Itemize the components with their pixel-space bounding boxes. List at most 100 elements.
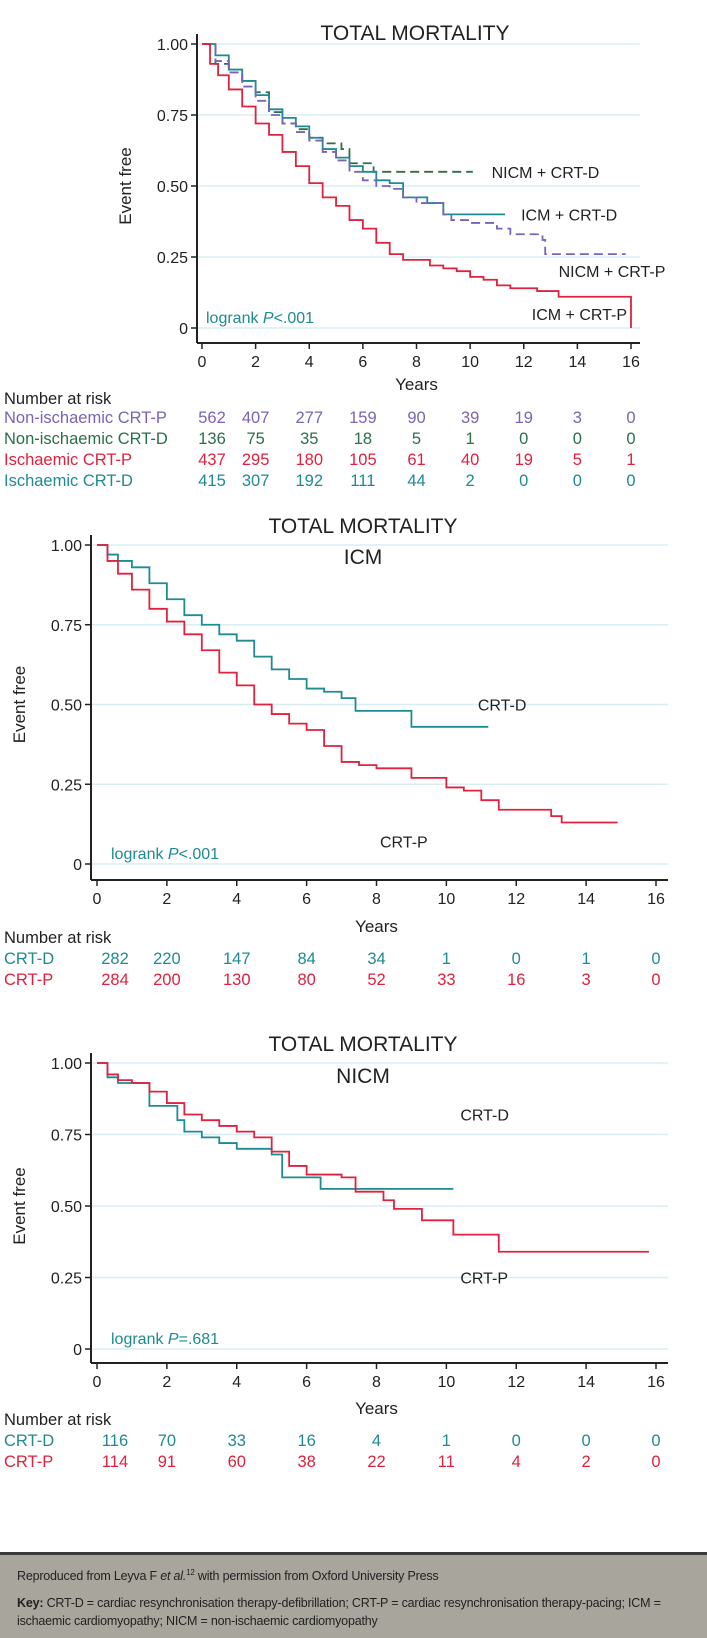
risk-value: 61 (407, 451, 425, 469)
chart-title: TOTAL MORTALITY (268, 515, 457, 538)
y-tick-label: 0 (73, 1342, 82, 1359)
source-suffix: with permission from Oxford University P… (194, 1569, 439, 1584)
y-tick-label: 0.75 (157, 108, 188, 125)
risk-value: 130 (223, 971, 251, 989)
y-tick-label: 0.50 (51, 1199, 82, 1216)
survival-curve-crt-p (97, 1062, 650, 1253)
risk-value: 18 (354, 430, 372, 448)
logrank-annotation: logrank P<.001 (111, 846, 219, 863)
risk-row-label: CRT-D (4, 1432, 54, 1450)
risk-value: 0 (651, 950, 660, 968)
logrank-prefix: logrank (111, 846, 168, 863)
chart-subtitle: ICM (344, 546, 383, 569)
risk-value: 0 (651, 971, 660, 989)
risk-value: 437 (198, 451, 226, 469)
risk-value: 52 (367, 971, 385, 989)
risk-value: 105 (349, 451, 377, 469)
curve-label: CRT-P (380, 835, 428, 852)
y-tick-label: 0.50 (157, 179, 188, 196)
x-tick-label: 8 (412, 354, 421, 371)
risk-value: 0 (512, 1432, 521, 1450)
risk-table-title: Number at risk (4, 929, 112, 947)
y-tick-label: 0.75 (51, 618, 82, 635)
y-tick-label: 0.75 (51, 1128, 82, 1145)
curve-label: ICM + CRT-P (532, 307, 627, 324)
chart-title: TOTAL MORTALITY (320, 22, 509, 45)
y-tick-label: 0.25 (51, 777, 82, 794)
risk-value: 4 (372, 1432, 381, 1450)
risk-value: 35 (300, 430, 318, 448)
risk-value: 136 (198, 430, 226, 448)
risk-value: 11 (438, 1453, 455, 1471)
risk-value: 16 (297, 1432, 315, 1450)
x-tick-label: 10 (461, 354, 479, 371)
risk-value: 5 (412, 430, 421, 448)
x-tick-label: 0 (198, 354, 207, 371)
x-tick-label: 16 (622, 354, 640, 371)
figure-canvas: 00.250.500.751.000 2 4 6 8 10 12 14 16YearsEvent… (4, 22, 668, 1471)
survival-curve-crt-d (97, 544, 489, 728)
risk-value: 295 (242, 451, 270, 469)
risk-value: 0 (573, 430, 582, 448)
x-tick-label: 6 (302, 1374, 311, 1391)
risk-value: 4 (512, 1453, 521, 1471)
x-axis-label: Years (395, 375, 438, 394)
logrank-p: P (168, 846, 179, 863)
risk-value: 0 (626, 472, 635, 490)
risk-value: 0 (651, 1453, 660, 1471)
x-tick-label: 10 (437, 1374, 455, 1391)
x-tick-label: 2 (251, 354, 260, 371)
x-tick-label: 8 (372, 1374, 381, 1391)
risk-value: 192 (295, 472, 323, 490)
key-note: Key: CRT-D = cardiac resynchronisation t… (17, 1594, 697, 1630)
x-tick-label: 6 (358, 354, 367, 371)
logrank-annotation: logrank P<.001 (206, 310, 314, 327)
risk-value: 2 (466, 472, 475, 490)
risk-value: 2 (582, 1453, 591, 1471)
x-tick-label: 0 (93, 891, 102, 908)
y-axis-label: Event free (116, 147, 135, 225)
risk-row-label: Non-ischaemic CRT-D (4, 430, 168, 448)
x-axis-label: Years (355, 1399, 398, 1418)
x-tick-label: 14 (568, 354, 586, 371)
risk-value: 200 (153, 971, 181, 989)
risk-value: 1 (442, 1432, 451, 1450)
curve-label: CRT-P (460, 1271, 508, 1288)
survival-curve-icm-crt-p (202, 43, 632, 328)
curve-label: ICM + CRT-D (521, 207, 617, 224)
x-tick-label: 12 (507, 891, 525, 908)
y-tick-label: 0 (73, 857, 82, 874)
curve-label: CRT-D (478, 698, 527, 715)
km-chart-2: 00.250.500.751.000 2 4 6 8 10 12 14 16YearsEvent… (4, 515, 668, 989)
risk-row-label: CRT-D (4, 950, 54, 968)
logrank-value: <.001 (179, 846, 220, 863)
risk-value: 19 (515, 409, 533, 427)
x-tick-label: 2 (162, 891, 171, 908)
source-note: Reproduced from Leyva F et al.12 with pe… (17, 1568, 439, 1584)
x-tick-label: 16 (647, 1374, 665, 1391)
risk-table: Number at risk CRT-D 116 70 33 16 4 1 0 0 0 CRT-P 11… (4, 1411, 661, 1471)
risk-value: 34 (367, 950, 385, 968)
y-axis-label: Event free (10, 1167, 29, 1245)
risk-value: 40 (461, 451, 479, 469)
risk-value: 70 (158, 1432, 176, 1450)
risk-value: 44 (407, 472, 425, 490)
x-tick-label: 4 (232, 1374, 241, 1391)
risk-value: 22 (367, 1453, 385, 1471)
chart-subtitle: NICM (336, 1065, 390, 1088)
x-tick-label: 0 (93, 1374, 102, 1391)
risk-value: 284 (101, 971, 129, 989)
risk-value: 282 (101, 950, 129, 968)
y-tick-label: 1.00 (51, 538, 82, 555)
x-tick-label: 6 (302, 891, 311, 908)
key-label: Key: (17, 1596, 44, 1610)
risk-value: 33 (437, 971, 455, 989)
risk-value: 38 (297, 1453, 315, 1471)
x-tick-label: 12 (515, 354, 533, 371)
risk-value: 111 (350, 472, 375, 490)
x-tick-label: 10 (437, 891, 455, 908)
survival-curve-crt-p (97, 544, 618, 824)
figure-footer: Reproduced from Leyva F et al.12 with pe… (0, 1552, 707, 1638)
logrank-p: P (168, 1331, 179, 1348)
y-tick-label: 0.25 (157, 250, 188, 267)
